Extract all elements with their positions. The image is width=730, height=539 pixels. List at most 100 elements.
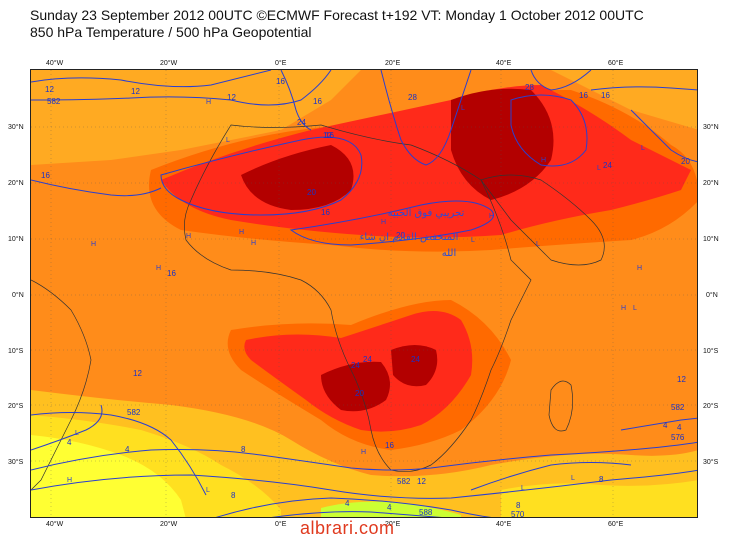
pressure-marker: L <box>461 105 465 112</box>
contour-label: 12 <box>417 477 426 486</box>
geopotential-contours <box>31 70 697 517</box>
bottom-lon-label: 60°E <box>608 521 624 528</box>
contour-label: 16 <box>579 91 588 100</box>
contour-label: 4 <box>125 445 130 454</box>
arabic-annotation-line-3: الله <box>442 248 457 259</box>
madagascar-coastline <box>548 380 573 432</box>
pressure-marker: H <box>91 241 96 248</box>
arabic-annotation-line-1: تجريبي فوق الجبيه <box>388 208 465 219</box>
pressure-marker: H <box>637 265 642 272</box>
contour-label: 28 <box>408 93 417 102</box>
pressure-marker: H <box>206 99 211 106</box>
contour-label: 12 <box>131 87 140 96</box>
pressure-marker: H <box>361 449 366 456</box>
pressure-marker: H <box>489 213 494 220</box>
contour-label: 582 <box>47 97 61 106</box>
temperature-band-very-hot <box>391 345 438 387</box>
south-america-coastline <box>31 279 92 491</box>
contour-label: 16 <box>321 208 330 217</box>
contour-label: 588 <box>419 508 433 517</box>
temperature-band-yellow <box>501 480 697 517</box>
pressure-marker: H <box>239 229 244 236</box>
contour-label: 24 <box>603 161 612 170</box>
contour-label: 4 <box>345 499 350 508</box>
temperature-band-yellow <box>31 435 186 517</box>
pressure-marker: H <box>541 157 546 164</box>
arabic-annotation: تجريبي فوق الجبيه المنخفض القادم ان شاء … <box>360 208 465 259</box>
contour-label: 582 <box>397 477 411 486</box>
temperature-band-very-hot <box>451 88 554 200</box>
bottom-lon-label: 20°W <box>160 521 178 528</box>
bottom-lon-label: 0°E <box>275 521 287 528</box>
pressure-marker: L <box>75 430 79 437</box>
contour-label: 16 <box>167 269 176 278</box>
contour-label: 4 <box>663 421 668 430</box>
right-lat-label: 10°N <box>703 236 719 243</box>
contour-label: 16 <box>325 131 334 140</box>
top-lon-label: 0°E <box>275 60 287 67</box>
pressure-marker: H <box>67 477 72 484</box>
contour-label: 20 <box>355 389 364 398</box>
arabia-coastline <box>480 174 605 266</box>
contour-label: 16 <box>601 91 610 100</box>
contour-label: 12 <box>323 131 332 140</box>
temperature-band-very-hot <box>321 361 390 412</box>
contour-label: 16 <box>385 441 394 450</box>
pressure-marker: L <box>641 145 645 152</box>
contour-label: 8 <box>599 475 604 484</box>
map-frame[interactable]: 12 582 12 16 12 16 24 16 12 16 20 16 28 … <box>30 69 698 518</box>
left-lat-label: 10°N <box>8 236 24 243</box>
right-lat-label: 30°S <box>703 459 719 466</box>
pressure-marker: L <box>633 305 637 312</box>
pressure-marker: L <box>226 137 230 144</box>
left-lat-label: 30°N <box>8 124 24 131</box>
contour-label: 8 <box>231 491 236 500</box>
left-lat-label: 10°S <box>8 348 24 355</box>
title-line-2: 850 hPa Temperature / 500 hPa Geopotenti… <box>30 24 312 40</box>
contour-label: 12 <box>677 375 686 384</box>
contour-label: 24 <box>411 355 420 364</box>
pressure-marker: L <box>521 485 525 492</box>
contour-label: 20 <box>396 231 405 240</box>
pressure-marker: H <box>621 305 626 312</box>
temperature-band-light-orange <box>551 70 697 130</box>
arabic-annotation-line-2: المنخفض القادم ان شاء <box>360 232 459 243</box>
pressure-marker: H <box>381 219 386 226</box>
title-line-1: Sunday 23 September 2012 00UTC ©ECMWF Fo… <box>30 7 644 23</box>
contour-label: 12 <box>227 93 236 102</box>
contour-label: 12 <box>45 85 54 94</box>
left-lat-label: 20°N <box>8 180 24 187</box>
weather-map[interactable]: 12 582 12 16 12 16 24 16 12 16 20 16 28 … <box>31 70 698 518</box>
pressure-marker: H <box>186 233 191 240</box>
contour-label: 16 <box>276 77 285 86</box>
contour-label: 24 <box>351 361 360 370</box>
pressure-marker: L <box>206 487 210 494</box>
contour-label: 582 <box>127 408 141 417</box>
title-block: Sunday 23 September 2012 00UTC ©ECMWF Fo… <box>30 7 720 41</box>
contour-label: 16 <box>41 171 50 180</box>
contour-label: 24 <box>363 355 372 364</box>
contour-label: 4 <box>67 438 72 447</box>
site-watermark: albrari.com <box>300 518 395 538</box>
pressure-marker: H <box>156 265 161 272</box>
top-lon-label: 40°W <box>46 60 64 67</box>
bottom-lon-label: 40°W <box>46 521 64 528</box>
top-lon-label: 20°W <box>160 60 178 67</box>
contour-label: 576 <box>671 433 685 442</box>
left-lat-label: 30°S <box>8 459 24 466</box>
contour-label: 8 <box>241 445 246 454</box>
right-lat-label: 30°N <box>703 124 719 131</box>
right-lat-label: 20°S <box>703 403 719 410</box>
temperature-band-green <box>321 501 461 517</box>
contour-label: 28 <box>525 83 534 92</box>
pressure-marker: L <box>571 475 575 482</box>
contour-label: 570 <box>511 510 525 518</box>
contour-label: 20 <box>307 188 316 197</box>
contour-label: 24 <box>297 118 306 127</box>
contour-label: 4 <box>387 503 392 512</box>
pressure-marker: L <box>536 241 540 248</box>
temperature-band-light-orange <box>31 70 361 165</box>
top-lon-label: 20°E <box>385 60 401 67</box>
pressure-marker: H <box>251 240 256 247</box>
contour-label: 8 <box>516 501 521 510</box>
